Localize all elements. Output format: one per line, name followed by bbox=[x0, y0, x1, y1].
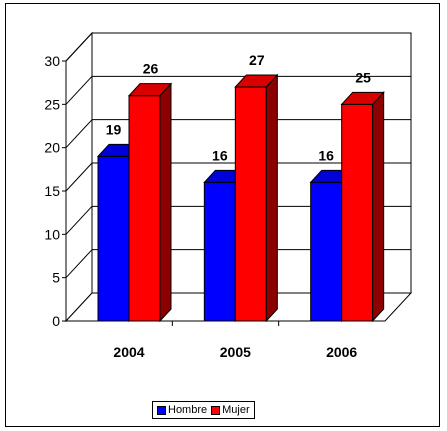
data-label-hombre-2004: 19 bbox=[106, 121, 122, 137]
legend: Hombre Mujer bbox=[152, 401, 255, 419]
bar-mujer-2004 bbox=[128, 95, 161, 322]
gridline-side bbox=[65, 162, 93, 192]
gridline-side bbox=[65, 32, 93, 62]
data-label-mujer-2006: 25 bbox=[355, 69, 371, 85]
y-tick-label: 20 bbox=[44, 140, 60, 156]
gridline-side bbox=[65, 119, 93, 149]
bar-hombre-2004 bbox=[97, 155, 130, 322]
bar-hombre-2006 bbox=[310, 181, 343, 322]
data-label-mujer-2004: 26 bbox=[143, 61, 159, 77]
bar-side-mujer-2005 bbox=[265, 73, 278, 323]
bar-mujer-2005 bbox=[234, 86, 267, 322]
bar-hombre-2005 bbox=[203, 181, 236, 322]
y-tick-label: 25 bbox=[44, 96, 60, 112]
gridline-side bbox=[65, 249, 93, 279]
legend-item-mujer: Mujer bbox=[211, 404, 250, 416]
x-tick-label-2004: 2004 bbox=[113, 344, 144, 360]
legend-item-hombre: Hombre bbox=[157, 404, 207, 416]
data-label-hombre-2005: 16 bbox=[212, 147, 228, 163]
x-tick-label-2006: 2006 bbox=[326, 344, 357, 360]
y-tick-label: 15 bbox=[44, 183, 60, 199]
legend-swatch-mujer bbox=[211, 405, 221, 415]
bar-mujer-2006 bbox=[341, 103, 374, 322]
legend-label-hombre: Hombre bbox=[168, 404, 208, 416]
bar-side-mujer-2006 bbox=[372, 91, 385, 323]
legend-swatch-hombre bbox=[157, 405, 166, 415]
gridline-side bbox=[65, 75, 93, 105]
bar-side-mujer-2004 bbox=[159, 82, 172, 323]
y-tick-label: 0 bbox=[52, 313, 60, 329]
gridline-side bbox=[65, 205, 93, 235]
legend-label-mujer: Mujer bbox=[222, 404, 250, 416]
data-label-mujer-2005: 27 bbox=[249, 52, 265, 68]
y-tick-label: 30 bbox=[44, 53, 60, 69]
y-tick-label: 5 bbox=[52, 270, 60, 286]
x-tick-label-2005: 2005 bbox=[220, 344, 251, 360]
y-tick-label: 10 bbox=[44, 226, 60, 242]
data-label-hombre-2006: 16 bbox=[318, 147, 334, 163]
